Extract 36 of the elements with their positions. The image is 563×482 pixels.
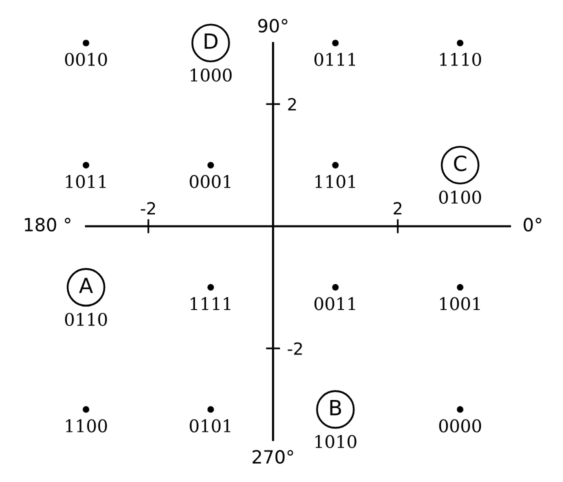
y-axis-title: 90° — [258, 18, 288, 33]
point — [207, 162, 214, 168]
annotation: 1101 — [315, 174, 356, 188]
x-axis-title: 0° — [524, 218, 542, 232]
point — [82, 406, 90, 413]
annotation: 0010 — [65, 52, 107, 66]
point — [456, 284, 464, 291]
series-label: A — [79, 278, 93, 294]
point — [207, 406, 214, 413]
annotation: 0001 — [190, 174, 230, 188]
point — [332, 162, 339, 168]
annotation: 1000 — [190, 68, 232, 82]
annotation: 0111 — [314, 52, 356, 66]
point — [207, 284, 214, 291]
annotation: 0000 — [439, 419, 482, 432]
annotation: 0100 — [439, 190, 482, 204]
series-label: B — [330, 400, 342, 416]
annotation: 0101 — [190, 419, 230, 432]
text: 180 ° — [24, 218, 70, 232]
annotation: 1001 — [440, 297, 480, 310]
annotation: 0110 — [65, 312, 107, 326]
point — [82, 162, 90, 168]
annotation: 1110 — [440, 52, 482, 66]
text: 270° — [252, 450, 294, 464]
annotation: 1010 — [315, 434, 356, 448]
series-label: D — [204, 34, 218, 49]
point — [456, 406, 464, 413]
annotation: 0011 — [314, 297, 356, 310]
point — [332, 40, 339, 46]
point — [332, 284, 339, 291]
annotation: 1100 — [66, 419, 107, 432]
annotation: 1111 — [190, 297, 230, 310]
series-label: C — [454, 155, 466, 172]
annotation: 1011 — [66, 174, 106, 188]
point — [456, 40, 464, 46]
point — [82, 40, 90, 46]
